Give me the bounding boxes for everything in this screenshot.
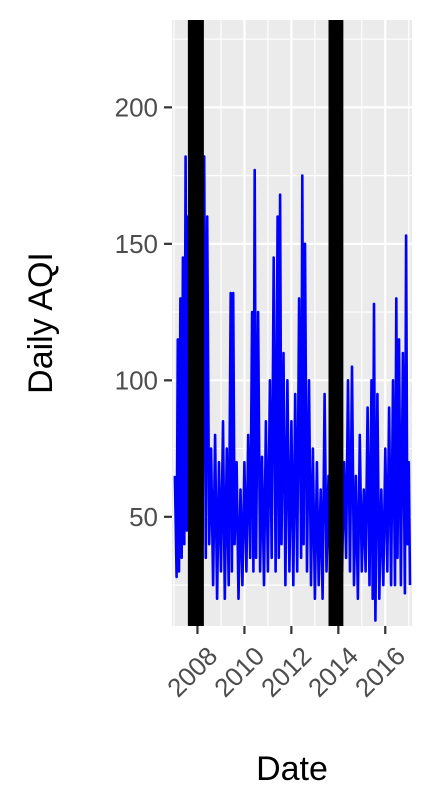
y-tick-label: 50	[129, 502, 158, 532]
y-axis-title: Daily AQI	[22, 252, 60, 394]
x-axis-title: Date	[256, 750, 328, 788]
y-tick-label: 200	[115, 92, 158, 122]
y-axis: 50 100 150 200	[115, 92, 172, 532]
x-tick-label: 2012	[255, 641, 317, 703]
x-tick-label: 2008	[161, 641, 223, 703]
x-tick-label: 2010	[208, 641, 270, 703]
highlight-band	[187, 20, 204, 626]
y-tick-label: 100	[115, 365, 158, 395]
y-tick-label: 150	[115, 229, 158, 259]
highlight-bands	[187, 20, 344, 626]
x-tick-label: 2016	[349, 641, 411, 703]
highlight-band	[328, 20, 344, 626]
x-tick-label: 2014	[302, 641, 364, 703]
